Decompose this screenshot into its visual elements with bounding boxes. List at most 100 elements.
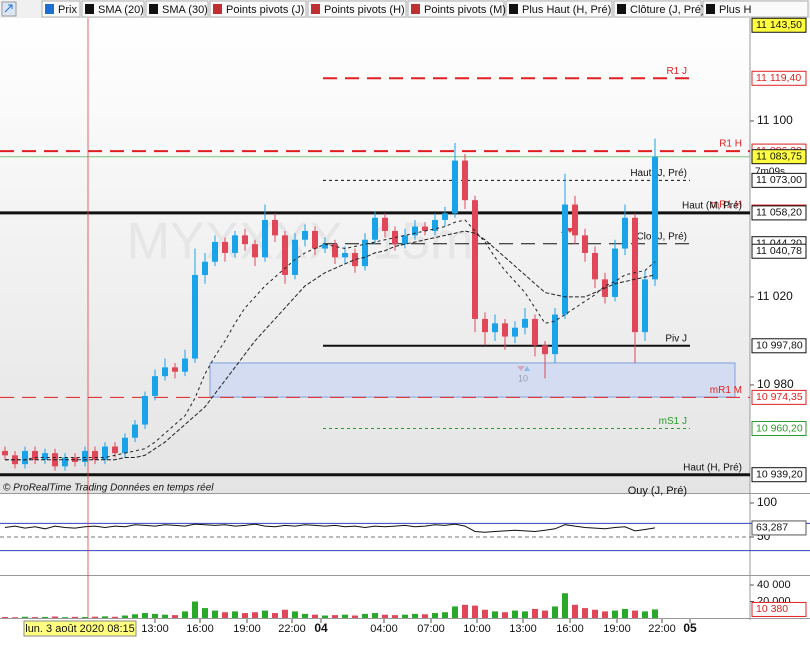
volume-bar: [132, 614, 138, 618]
toolbar-label: Clôture (J, Pré): [630, 4, 705, 16]
x-tick-label: 16:00: [556, 623, 584, 635]
volume-bar: [252, 612, 258, 618]
volume-bar: [482, 609, 488, 618]
candle-body: [382, 217, 388, 231]
candle-body: [562, 204, 568, 315]
volume-bar: [362, 613, 368, 618]
level-label: mR1 M: [710, 385, 742, 396]
volume-bar: [272, 613, 278, 618]
candle-body: [552, 314, 558, 355]
volume-bar: [182, 611, 188, 618]
price-tag: [751, 338, 807, 354]
toolbar-icon: [509, 4, 518, 14]
volume-bar: [12, 617, 18, 618]
price-tag-label: 10 974,35: [756, 391, 803, 403]
candle-body: [42, 453, 48, 460]
y-tick-label: 10 980: [757, 377, 794, 391]
candle-body: [192, 274, 198, 359]
volume-bar: [602, 611, 608, 618]
y-tick-label: 40 000: [757, 579, 791, 591]
y-tick-label: 11 020: [757, 289, 793, 303]
indicator-line: [4, 523, 656, 533]
candle-body: [322, 244, 328, 249]
volume-bar: [82, 617, 88, 618]
candle-body: [242, 235, 248, 245]
volume-bar: [432, 613, 438, 618]
candle-body: [632, 217, 638, 333]
toolbar-icon: [85, 4, 94, 14]
volume-bar: [92, 616, 98, 618]
candle-body: [472, 200, 478, 319]
volume-bar: [392, 615, 398, 618]
candle-body: [152, 376, 158, 396]
level-label: R1 J: [666, 66, 687, 77]
volume-bar: [542, 610, 548, 618]
candle-body: [182, 358, 188, 372]
level-label: Haut (H, Pré): [683, 462, 742, 473]
volume-bar: [332, 615, 338, 618]
volume-bar: [152, 613, 158, 618]
candle-body: [372, 217, 378, 240]
toolbar-item: [702, 0, 809, 18]
candle-body: [32, 450, 38, 460]
volume-bar: [102, 616, 108, 618]
volume-bar: [582, 608, 588, 618]
volume-bar: [62, 617, 68, 618]
level-label: Haut (J, Pré): [630, 168, 687, 179]
volume-bar: [22, 616, 28, 618]
price-tag: [751, 172, 807, 188]
x-tick-label: 19:00: [603, 623, 631, 635]
candle-body: [492, 323, 498, 333]
toolbar-icon: [311, 4, 320, 14]
candle-body: [502, 323, 508, 337]
price-tag: [751, 205, 807, 221]
volume-bar: [52, 616, 58, 618]
toolbar-icon: [45, 4, 54, 14]
volume-bar: [262, 610, 268, 618]
candle-body: [532, 318, 538, 346]
volume-bar: [492, 611, 498, 618]
volume-bar: [282, 609, 288, 618]
volume-bar: [342, 614, 348, 618]
volume-bar: [572, 604, 578, 618]
candle-body: [362, 239, 368, 267]
candle-body: [232, 235, 238, 253]
toolbar-item: [209, 0, 307, 18]
candle-body: [212, 241, 218, 262]
volume-bar: [232, 611, 238, 618]
volume-bar: [302, 613, 308, 618]
candle-body: [142, 395, 148, 425]
volume-bar: [72, 616, 78, 618]
candle-body: [112, 446, 118, 454]
candle-body: [452, 160, 458, 214]
toolbar-item: [505, 0, 613, 18]
volume-bar: [442, 612, 448, 618]
toolbar-icon: [411, 4, 420, 14]
candle-body: [172, 367, 178, 372]
candle-body: [582, 235, 588, 253]
volume-bar: [412, 613, 418, 618]
toolbar-icon: [149, 4, 158, 14]
toolbar-item: [407, 0, 505, 18]
candle-body: [512, 327, 518, 337]
expand-icon: [4, 4, 13, 13]
price-tag-label: 10 939,20: [756, 468, 803, 480]
price-tag-label: 11 119,40: [756, 72, 801, 84]
candle-body: [202, 261, 208, 275]
watermark: MYXXXX, 15m: [127, 213, 474, 271]
toolbar-icon: [706, 4, 715, 14]
candle-body: [612, 248, 618, 297]
volume-bar: [122, 615, 128, 618]
volume-bar: [372, 613, 378, 618]
toolbar-item: [81, 0, 145, 18]
indicator-panel: [0, 494, 750, 575]
copyright: © ProRealTime Trading Données en temps r…: [3, 483, 214, 494]
volume-bar: [512, 610, 518, 618]
level-label: R1 H: [719, 139, 742, 150]
price-tag: [751, 17, 807, 33]
toolbar-label: Plus Haut (H, Pré): [522, 4, 611, 16]
x-tick-label: 16:00: [186, 623, 214, 635]
toolbar-icon: [617, 4, 626, 14]
price-tag: [751, 467, 807, 483]
toolbar-item: [613, 0, 702, 18]
